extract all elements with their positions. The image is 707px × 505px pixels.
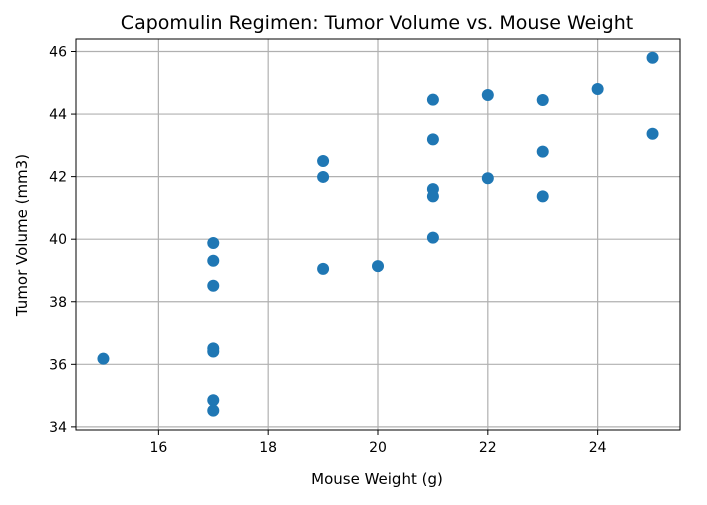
- y-axis-label: Tumor Volume (mm3): [13, 154, 31, 317]
- data-point: [207, 254, 220, 267]
- data-point: [207, 279, 220, 292]
- data-point: [536, 145, 549, 158]
- data-point: [646, 51, 659, 64]
- data-point: [426, 231, 439, 244]
- axis-ticks: 16 18 20 22 24 34 36 38 40 42 44 46: [49, 45, 606, 456]
- data-point: [481, 172, 494, 185]
- data-point: [317, 170, 330, 183]
- y-tick-label: 46: [49, 45, 67, 61]
- data-point: [426, 190, 439, 203]
- data-point: [207, 404, 220, 417]
- data-point: [207, 345, 220, 358]
- chart-title: Capomulin Regimen: Tumor Volume vs. Mous…: [121, 12, 633, 34]
- y-tick-label: 40: [49, 232, 67, 248]
- x-axis-label: Mouse Weight (g): [311, 470, 443, 488]
- data-point: [481, 88, 494, 101]
- y-tick-label: 38: [49, 295, 67, 311]
- data-point: [207, 394, 220, 407]
- data-point: [426, 133, 439, 146]
- x-tick-label: 18: [259, 440, 277, 456]
- data-point: [317, 154, 330, 167]
- data-point: [207, 236, 220, 249]
- data-point: [591, 83, 604, 96]
- data-point: [646, 127, 659, 140]
- x-tick-label: 16: [149, 440, 167, 456]
- grid-lines: [76, 39, 680, 430]
- y-tick-label: 42: [49, 170, 67, 186]
- data-points: [97, 51, 659, 417]
- x-tick-label: 24: [589, 440, 607, 456]
- data-point: [372, 260, 384, 273]
- data-point: [97, 352, 110, 365]
- data-point: [426, 93, 439, 106]
- y-tick-label: 36: [49, 357, 67, 373]
- y-tick-label: 44: [49, 107, 67, 123]
- data-point: [536, 190, 549, 203]
- data-point: [317, 262, 330, 275]
- x-tick-label: 20: [369, 440, 387, 456]
- y-tick-label: 34: [49, 420, 67, 436]
- x-tick-label: 22: [479, 440, 497, 456]
- data-point: [536, 93, 549, 106]
